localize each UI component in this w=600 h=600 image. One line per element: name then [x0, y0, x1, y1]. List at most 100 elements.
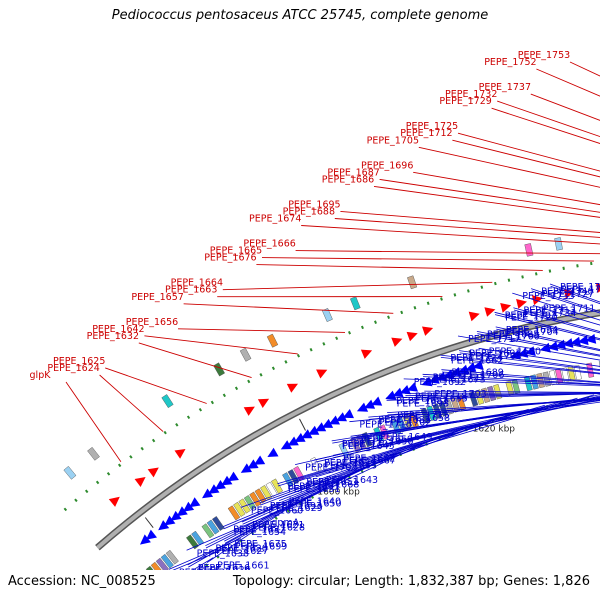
plus-strand-gene-arrow: [468, 311, 480, 322]
accession-label: Accession: NC_008525: [8, 574, 156, 589]
gene-leader-line: [105, 367, 207, 404]
plus-strand-gene-arrow: [596, 283, 600, 293]
gene-label-outer: PEPE_1752: [484, 57, 536, 68]
gene-leader-line: [223, 464, 372, 530]
plus-strand-gene-arrow: [316, 369, 328, 379]
gene-label-outer: PEPE_1663: [165, 285, 217, 296]
minus-strand-gene-arrow: [280, 440, 292, 450]
gene-label-outer: PEPE_1687: [327, 167, 379, 178]
cog-feature-block-inner: [249, 491, 262, 507]
kbp-tick-mark: [299, 418, 306, 431]
gene-label-outer: PEPE_1686: [322, 174, 374, 185]
gene-label-inner: PEPE_1621: [252, 520, 304, 531]
gene-leader-line: [240, 433, 450, 508]
gene-label-inner: PEPE_1682: [378, 415, 430, 426]
gene-leader-line: [278, 417, 497, 501]
gene-label-inner: PEPE_1673: [433, 375, 485, 386]
minus-strand-gene-arrow: [509, 349, 521, 360]
gene-label-outer: PEPE_1674: [249, 214, 301, 225]
cog-feature-block-inner: [227, 505, 241, 521]
gene-leader-line: [314, 395, 600, 463]
gene-leader-line: [404, 392, 600, 394]
cog-feature-block-inner: [468, 391, 479, 407]
gene-label-outer: PEPE_1664: [171, 278, 223, 289]
gene-leader-line: [177, 328, 346, 333]
cog-feature-block-outer: [524, 243, 534, 257]
minus-strand-gene-arrow: [240, 463, 252, 473]
gene-leader-line: [315, 394, 595, 478]
gene-label-outer: PEPE_1688: [283, 207, 335, 218]
gene-label-inner: PEPE_1709: [470, 351, 522, 362]
plus-strand-gene-arrow: [564, 288, 575, 299]
cog-feature-block-inner: [338, 442, 350, 458]
gene-label-inner: PEPE_1697: [469, 349, 521, 360]
minus-strand-gene-arrow: [189, 497, 201, 508]
gene-leader-line: [301, 225, 600, 245]
gene-label-inner: PEPE_1659: [361, 434, 413, 445]
gene-leader-line: [340, 210, 600, 233]
gene-label-inner: PEPE_1703: [434, 389, 486, 400]
gene-label-inner: PEPE_1649: [380, 432, 432, 443]
gene-label-inner: PEPE_1689: [451, 368, 503, 379]
minus-strand-gene-arrow: [364, 399, 376, 409]
gene-label-inner: PEPE_1702: [379, 417, 431, 428]
gene-leader-line: [144, 335, 298, 355]
gene-label-outer: PEPE_1642: [92, 324, 144, 335]
cog-feature-block-inner: [150, 561, 165, 570]
gene-leader-line: [334, 218, 600, 238]
gene-leader-line: [441, 371, 600, 384]
gene-leader-line: [441, 369, 600, 383]
gene-label-inner: PEPE_1627: [216, 546, 268, 557]
gene-leader-line: [187, 519, 269, 566]
gene-leader-line: [332, 397, 600, 444]
gene-label-inner: PEPE_1707: [342, 439, 394, 450]
gene-label-inner: PEPE_1720: [505, 313, 557, 324]
gene-label-inner: PEPE_1681: [396, 396, 448, 407]
gene-leader-line: [256, 264, 543, 271]
gene-label-outer: PEPE_1705: [367, 135, 419, 146]
gene-label-outer: PEPE_1625: [53, 356, 105, 367]
gene-label-inner: PEPE_1616: [198, 563, 250, 570]
gene-leader-line: [387, 398, 600, 413]
gene-label-inner: PEPE_1629: [270, 503, 322, 514]
minus-strand-gene-arrow: [146, 529, 157, 540]
kbp-tick-mark: [144, 517, 154, 529]
gene-leader-line: [386, 393, 600, 401]
gene-leader-line: [172, 547, 228, 570]
cog-feature-block-outer: [213, 362, 225, 377]
gene-label-outer: PEPE_1632: [87, 331, 139, 342]
gene-leader-line: [168, 538, 241, 570]
minus-strand-gene-arrow: [227, 471, 239, 482]
gene-label-inner: PEPE_1620: [215, 544, 267, 555]
minus-strand-gene-arrow: [392, 387, 404, 398]
cog-feature-block-inner: [211, 516, 225, 531]
gene-label-inner: PEPE_1635: [179, 567, 231, 570]
gene-label-outer: PEPE_1624: [47, 363, 99, 374]
cog-feature-block-inner: [233, 501, 246, 517]
gene-label-inner: PEPE_1653: [325, 460, 377, 471]
gene-label-inner: PEPE_1694: [506, 325, 558, 336]
gene-leader-line: [242, 451, 403, 525]
minus-strand-gene-arrow: [294, 432, 306, 442]
minus-strand-gene-arrow: [321, 418, 334, 428]
gene-label-inner: PEPE_1698: [397, 398, 449, 409]
minus-strand-gene-arrow: [371, 396, 383, 406]
minus-strand-gene-arrow: [214, 480, 226, 490]
plus-strand-gene-arrow: [422, 326, 434, 336]
gene-label-outer: PEPE_1729: [439, 96, 491, 107]
gene-label-inner: PEPE_1668: [307, 479, 359, 490]
gene-leader-line: [222, 281, 493, 291]
plus-strand-gene-arrow: [406, 331, 418, 342]
gene-label-outer: PEPE_1657: [131, 292, 183, 303]
figure-footer: Accession: NC_008525 Topology: circular;…: [0, 572, 600, 594]
minus-strand-gene-arrow: [399, 385, 411, 395]
minus-strand-gene-arrow: [208, 484, 220, 494]
gene-label-outer: glpK: [30, 370, 52, 381]
gene-leader-line: [422, 373, 600, 385]
cog-feature-block-outer: [87, 446, 100, 461]
gene-label-inner: PEPE_1685: [487, 329, 539, 340]
gene-leader-line: [295, 394, 600, 465]
cog-feature-block-outer: [321, 308, 333, 322]
gene-label-inner: PEPE_1727: [542, 289, 594, 300]
gene-leader-line: [413, 171, 600, 206]
